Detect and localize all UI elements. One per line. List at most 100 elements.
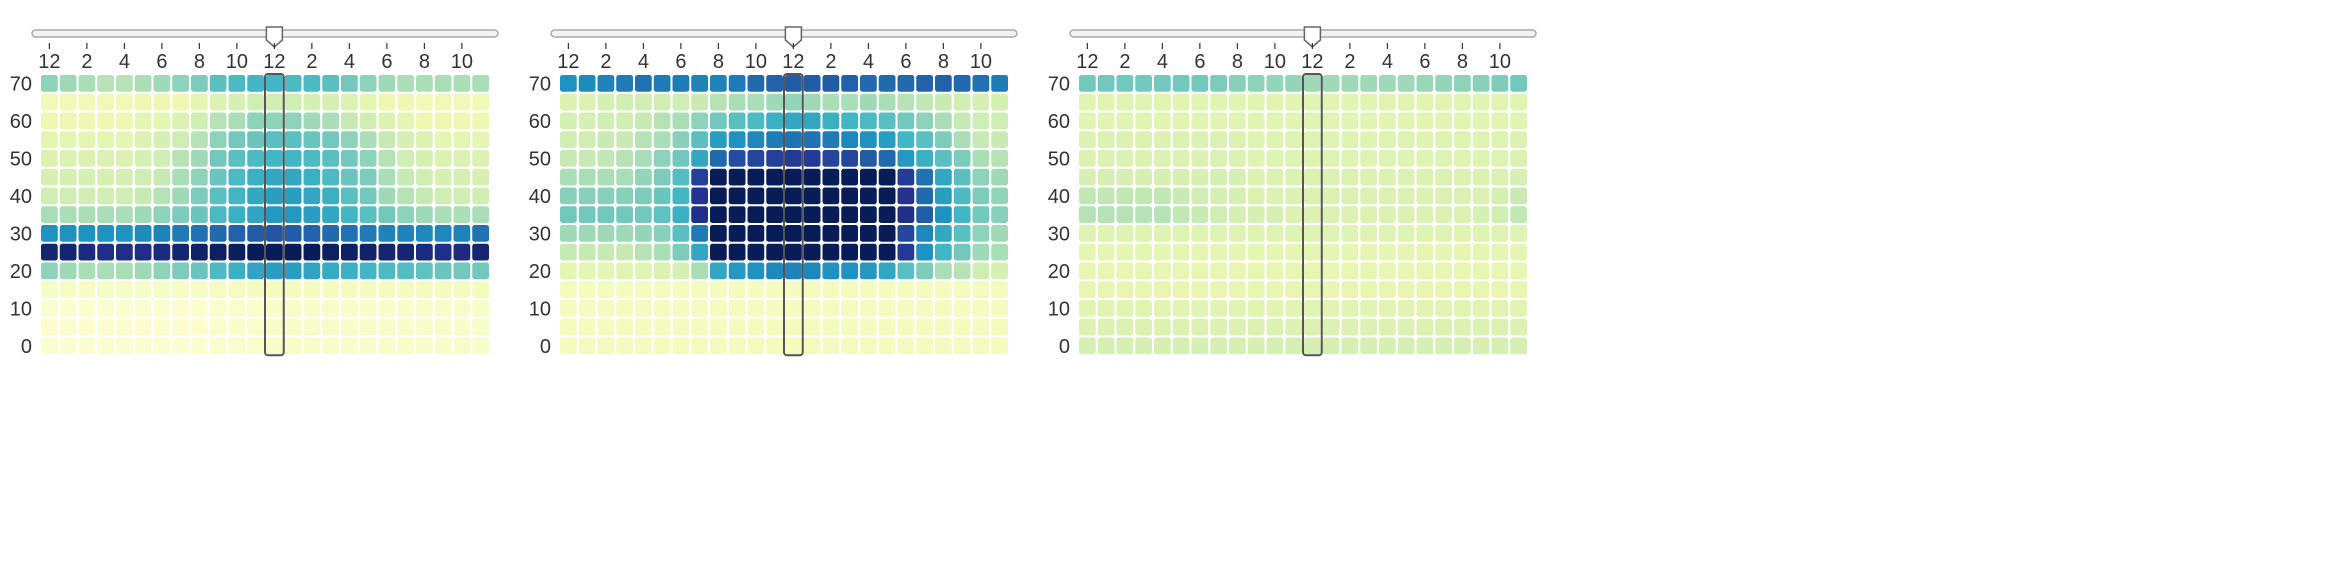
heatmap-cell: [97, 112, 114, 130]
heatmap-panel-1: 12 2 4 6 8 10 12 2 4 6 8 10 70 60 50 40 30 20 10 0: [10, 26, 499, 358]
heatmap-cell: [1379, 281, 1396, 298]
heatmap-cell: [322, 318, 339, 336]
heatmap-cell: [1210, 112, 1227, 130]
heatmap-cell: [116, 75, 133, 92]
heatmap-cell: [560, 93, 577, 111]
time-slider[interactable]: [31, 26, 499, 48]
heatmap-cell: [1322, 318, 1340, 336]
slider-handle[interactable]: [1303, 26, 1322, 48]
slider-track[interactable]: [31, 29, 499, 38]
heatmap-cell: [472, 225, 489, 242]
heatmap-cell: [991, 131, 1008, 148]
heatmap-cell: [1266, 262, 1284, 280]
heatmap-cell: [303, 337, 321, 355]
heatmap-cell: [991, 75, 1008, 92]
heatmap-cell: [1266, 75, 1284, 92]
heatmap-cell: [416, 112, 433, 130]
heatmap-cell: [747, 93, 765, 111]
heatmap-cell: [1472, 206, 1490, 223]
heatmap-cell: [1379, 262, 1396, 280]
heatmap-cell: [359, 131, 377, 148]
heatmap-cell: [284, 131, 302, 148]
heatmap-cell: [1435, 93, 1452, 111]
x-tick-label: 4: [638, 51, 649, 73]
heatmap-cell: [1097, 168, 1115, 186]
heatmap-cell: [284, 243, 302, 261]
heatmap-cell: [1247, 112, 1265, 130]
heatmap-cell: [416, 337, 433, 355]
heatmap-cell: [1341, 93, 1359, 111]
heatmap-cell: [41, 187, 58, 205]
heatmap-cell: [1491, 187, 1509, 205]
heatmap-cell: [1154, 93, 1171, 111]
heatmap-cell: [209, 225, 227, 242]
time-slider[interactable]: [1069, 26, 1537, 48]
heatmap-cell: [710, 168, 727, 186]
heatmap-cell: [616, 262, 633, 280]
heatmap-cell: [1097, 112, 1115, 130]
heatmap-cell: [1435, 300, 1452, 317]
heatmap-cell: [953, 131, 971, 148]
time-slider[interactable]: [550, 26, 1018, 48]
heatmap-cell: [359, 243, 377, 261]
heatmap-cell: [1266, 131, 1284, 148]
heatmap-cell: [266, 225, 283, 242]
heatmap-cell: [672, 318, 690, 336]
heatmap-cell: [1210, 225, 1227, 242]
heatmap-cell: [991, 225, 1008, 242]
heatmap-cell: [172, 337, 189, 355]
heatmap-cell: [303, 150, 321, 167]
heatmap-cell: [1154, 337, 1171, 355]
heatmap-cell: [822, 206, 840, 223]
heatmap-cell: [616, 318, 633, 336]
heatmap-panel-3: 12 2 4 6 8 10 12 2 4 6 8 10 70 60 50 40 30 20 10 0: [1048, 26, 1537, 358]
heatmap-cell: [653, 243, 671, 261]
heatmap-cell: [97, 318, 114, 336]
x-tick-label: 10: [1264, 51, 1286, 73]
x-tick-label: 6: [1194, 51, 1205, 73]
heatmap-cell: [453, 337, 471, 355]
heatmap-cell: [1341, 300, 1359, 317]
y-tick-label: 20: [10, 261, 32, 283]
heatmap-cell: [1229, 93, 1246, 111]
x-tick-label: 8: [713, 51, 724, 73]
heatmap-cell: [1116, 93, 1134, 111]
heatmap-cell: [1266, 150, 1284, 167]
heatmap-cell: [1116, 281, 1134, 298]
heatmap-cell: [1454, 150, 1471, 167]
heatmap-cell: [1416, 337, 1434, 355]
heatmap-cell: [453, 75, 471, 92]
slider-handle[interactable]: [265, 26, 284, 48]
heatmap-cell: [597, 168, 615, 186]
heatmap-cell: [1322, 225, 1340, 242]
heatmap-cell: [560, 262, 577, 280]
heatmap-cell: [785, 112, 802, 130]
heatmap-cell: [303, 187, 321, 205]
heatmap-cell: [472, 262, 489, 280]
heatmap-cell: [691, 318, 708, 336]
heatmap-cell: [1322, 112, 1340, 130]
heatmap-cell: [1510, 300, 1527, 317]
heatmap-cell: [322, 243, 339, 261]
slider-track[interactable]: [1069, 29, 1537, 38]
heatmap-cell: [1285, 262, 1302, 280]
heatmap-cell: [434, 112, 452, 130]
heatmap-cell: [616, 168, 633, 186]
heatmap-cell: [953, 75, 971, 92]
slider-handle[interactable]: [784, 26, 803, 48]
heatmap-cell: [635, 281, 652, 298]
heatmap-cell: [860, 112, 877, 130]
heatmap-cell: [1341, 281, 1359, 298]
heatmap-cell: [191, 262, 208, 280]
heatmap-cell: [972, 168, 990, 186]
heatmap-cell: [916, 243, 933, 261]
heatmap-cell: [1116, 300, 1134, 317]
slider-track[interactable]: [550, 29, 1018, 38]
heatmap-cell: [1210, 243, 1227, 261]
heatmap-cell: [953, 168, 971, 186]
heatmap-cell: [710, 93, 727, 111]
heatmap-cell: [284, 300, 302, 317]
heatmap-cell: [935, 131, 952, 148]
heatmap-cell: [710, 318, 727, 336]
heatmap-cell: [284, 150, 302, 167]
